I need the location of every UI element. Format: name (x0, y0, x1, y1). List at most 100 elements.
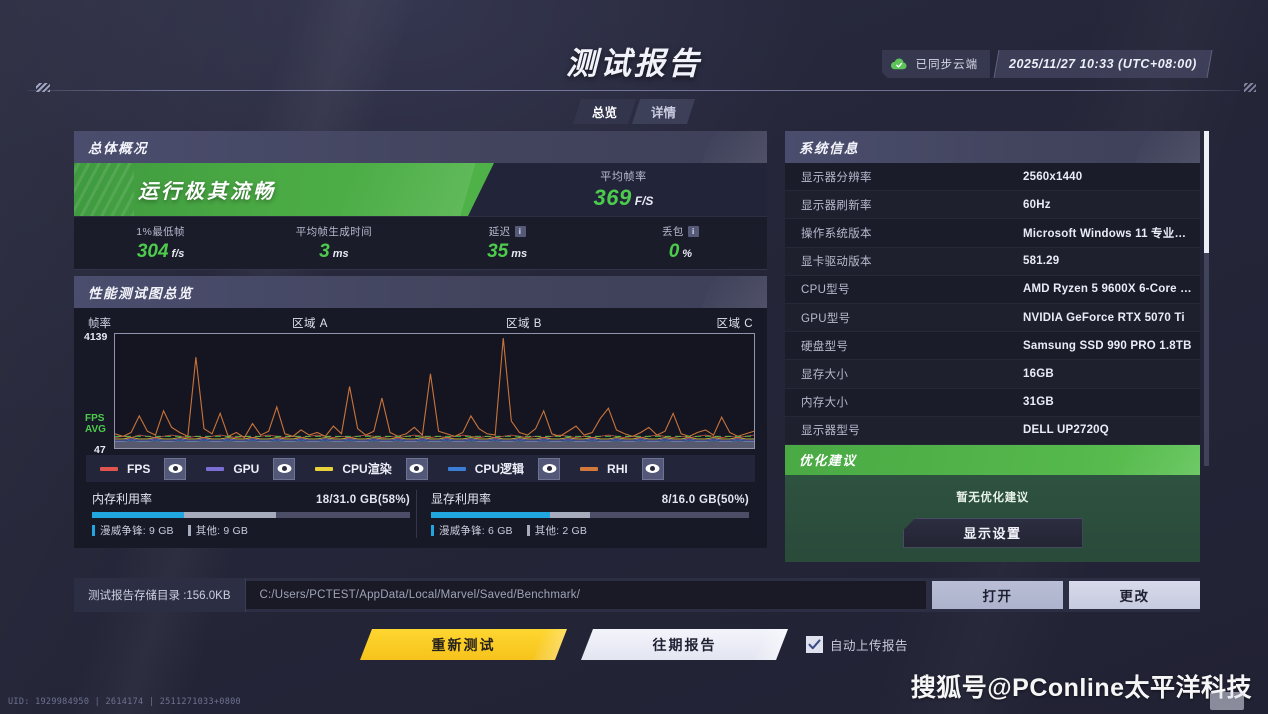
toggle-visibility-cpu-logic-icon[interactable] (538, 457, 561, 480)
system-info-value: 581.29 (1023, 255, 1060, 268)
verdict-text: 运行极其流畅 (138, 181, 276, 203)
cloud-sync-pill: 已同步云端 (882, 50, 991, 78)
zone-label-a: 区域 A (292, 318, 328, 330)
legend-label-rhi: RHI (607, 461, 628, 476)
toggle-visibility-fps-icon[interactable] (164, 457, 187, 480)
toggle-visibility-cpu-render-icon[interactable] (405, 457, 428, 480)
metric-latency-number: 35 (487, 240, 509, 262)
system-info-key: 硬盘型号 (801, 340, 849, 353)
ram-legend-app-label: 漫威争锋: 9 GB (100, 525, 174, 537)
chart-y-axis-title: 帧率 (88, 318, 111, 330)
average-fps-value: 369 F/S (594, 185, 654, 211)
chart-y-min-label: 47 (94, 444, 106, 456)
average-fps-label: 平均帧率 (600, 171, 647, 183)
metric-low1pct-unit: f/s (171, 247, 185, 260)
report-path-input[interactable]: C:/Users/PCTEST/AppData/Local/Marvel/Sav… (245, 581, 926, 609)
system-info-key: 操作系统版本 (801, 227, 872, 240)
right-column: 系统信息 显示器分辨率 2560x1440 显示器刷新率 60Hz 操作系统版本 Micr… (785, 131, 1209, 562)
vram-usage-legend: 漫威争锋: 6 GB 其他: 2 GB (431, 523, 749, 538)
system-info-key: CPU型号 (801, 284, 850, 297)
overview-panel: 总体概况 运行极其流畅 平均帧率 369 F/S (74, 131, 767, 270)
report-timestamp-text: 2025/11/27 10:33 (UTC+08:00) (1009, 57, 1197, 71)
header-divider (28, 90, 1240, 91)
vram-usage-title: 显存利用率 (431, 492, 492, 506)
optimization-advice-text: 暂无优化建议 (956, 491, 1029, 504)
tab-overview-label: 总览 (591, 106, 617, 120)
tab-overview[interactable]: 总览 (573, 99, 636, 124)
verdict-row: 运行极其流畅 平均帧率 369 F/S (74, 163, 767, 216)
display-settings-label: 显示设置 (963, 526, 1022, 542)
action-bar: 重新测试 往期报告 自动上传报告 (0, 629, 1268, 660)
system-info-scrollbar[interactable] (1204, 131, 1209, 466)
system-info-key: GPU型号 (801, 312, 851, 325)
tab-bar: 总览 详情 (573, 99, 695, 124)
metric-latency-label-text: 延迟 (488, 225, 511, 238)
performance-chart-panel: 性能测试图总览 帧率 区域 A 区域 B 区域 C 4139 47 FPS AVG (74, 276, 767, 548)
divider-ornament-right (1244, 83, 1256, 92)
optimization-advice-title: 优化建议 (799, 453, 857, 469)
legend-label-fps: FPS (127, 461, 151, 476)
system-info-row: GPU型号 NVIDIA GeForce RTX 5070 Ti (785, 303, 1200, 333)
watermark-logo (1210, 692, 1244, 710)
system-info-key: 显卡驱动版本 (801, 256, 872, 269)
metric-frametime-value: 3 ms (319, 241, 348, 263)
auto-upload-toggle[interactable]: 自动上传报告 (805, 635, 908, 654)
history-reports-button[interactable]: 往期报告 (581, 629, 788, 660)
chart-series-GPU (115, 439, 754, 440)
overview-body: 运行极其流畅 平均帧率 369 F/S 1%最低帧 (74, 163, 767, 270)
sync-status-label: 已同步云端 (915, 59, 979, 71)
ram-bar-app-segment (92, 512, 185, 518)
system-info-value: 2560x1440 (1023, 170, 1083, 183)
header: 测试报告 已同步云端 2025/11/27 10:33 (UTC+08:00) (0, 0, 1268, 92)
chart-plot-area: 4139 47 FPS AVG (84, 331, 755, 456)
chart-series-RHI (115, 338, 754, 438)
vram-bar-app-segment (431, 512, 551, 518)
system-info-row: 显示器分辨率 2560x1440 (785, 163, 1200, 192)
info-icon[interactable]: i (514, 225, 526, 237)
system-info-key: 显示器型号 (801, 425, 860, 438)
vram-usage-bar (431, 512, 749, 518)
legend-item-gpu: GPU (192, 455, 259, 482)
info-icon[interactable]: i (687, 225, 699, 237)
ram-usage-legend: 漫威争锋: 9 GB 其他: 9 GB (92, 523, 410, 538)
divider-ornament-left (36, 83, 50, 92)
system-info-scrollbar-thumb[interactable] (1204, 131, 1209, 253)
display-settings-button[interactable]: 显示设置 (902, 517, 1083, 548)
system-info-value: AMD Ryzen 5 9600X 6-Core Pro... (1023, 283, 1196, 296)
vram-legend-other-label: 其他: 2 GB (534, 525, 588, 537)
open-folder-label: 打开 (982, 589, 1013, 604)
metric-low1pct-label-text: 1%最低帧 (136, 225, 185, 238)
ram-usage-block: 内存利用率 18/31.0 GB(58%) 漫威争锋: 9 GB (86, 490, 416, 538)
ram-legend-other: 其他: 9 GB (187, 523, 249, 538)
legend-swatch-fps (100, 466, 118, 471)
retest-label: 重新测试 (431, 636, 496, 653)
metrics-row: 1%最低帧 304 f/s 平均帧生成时间 3 ms (74, 216, 767, 270)
checkbox-checked-icon[interactable] (805, 636, 823, 653)
toggle-visibility-gpu-icon[interactable] (273, 457, 296, 480)
ram-legend-other-label: 其他: 9 GB (195, 525, 249, 537)
metric-low1pct-value: 304 f/s (137, 241, 185, 263)
vram-usage-block: 显存利用率 8/16.0 GB(50%) 漫威争锋: 6 GB (416, 490, 755, 538)
sync-status-group: 已同步云端 2025/11/27 10:33 (UTC+08:00) (882, 50, 1213, 78)
legend-item-cpu-logic: CPU逻辑 (434, 455, 524, 482)
change-folder-label: 更改 (1119, 589, 1150, 604)
system-info-value: Microsoft Windows 11 专业版... (1023, 227, 1196, 240)
vram-legend-other-tick (526, 525, 530, 536)
legend-item-fps: FPS (86, 455, 150, 482)
system-info-key: 显存大小 (801, 368, 849, 381)
vram-bar-other-segment (550, 512, 590, 518)
change-folder-button[interactable]: 更改 (1069, 581, 1200, 609)
metric-latency-unit: ms (511, 247, 528, 260)
auto-upload-label: 自动上传报告 (829, 639, 908, 653)
open-folder-button[interactable]: 打开 (932, 581, 1063, 609)
tab-details[interactable]: 详情 (632, 99, 695, 124)
system-info-panel: 系统信息 显示器分辨率 2560x1440 显示器刷新率 60Hz 操作系统版本 Micr… (785, 131, 1200, 445)
ram-bar-other-segment (184, 512, 277, 518)
metric-low1pct: 1%最低帧 304 f/s (74, 217, 247, 269)
toggle-visibility-rhi-icon[interactable] (641, 457, 664, 480)
ram-usage-title: 内存利用率 (92, 492, 153, 506)
legend-swatch-cpu-logic (447, 466, 466, 471)
system-info-value: Samsung SSD 990 PRO 1.8TB (1023, 339, 1192, 352)
retest-button[interactable]: 重新测试 (360, 629, 567, 660)
